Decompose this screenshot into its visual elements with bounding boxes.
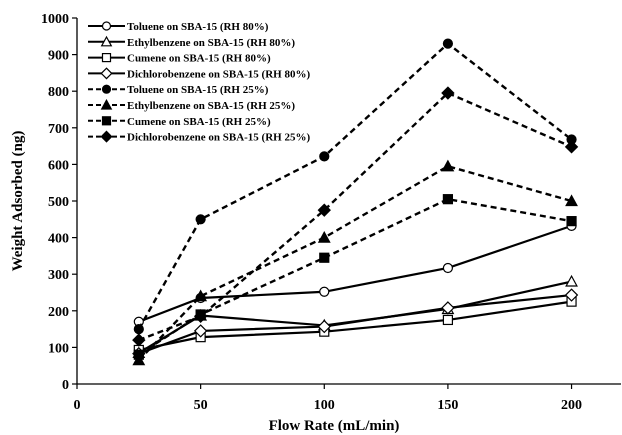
- series-line: [138, 91, 573, 342]
- legend-marker: [101, 84, 112, 94]
- data-point: [442, 314, 454, 326]
- data-point: [319, 286, 330, 297]
- x-tick-label: 100: [314, 398, 335, 413]
- y-tick-label: 700: [48, 122, 69, 137]
- legend-entry: Ethylbenzene on SBA-15 (RH 25%): [88, 98, 295, 112]
- data-point: [133, 324, 144, 335]
- data-point: [133, 349, 144, 360]
- y-tick-label: 300: [48, 268, 69, 283]
- axes-layer: 0 100 200 300 400 500 600 700 800 900 1000 0 50 100 15…: [41, 12, 621, 413]
- series-line: [138, 293, 572, 355]
- y-tick-label: 100: [48, 341, 69, 356]
- y-tick-label: 600: [48, 158, 69, 173]
- data-point: [317, 203, 331, 217]
- series-8: [132, 86, 579, 347]
- legend-marker: [100, 98, 113, 110]
- data-point: [194, 289, 208, 302]
- legend-label: Dichlorobenzene on SBA-15 (RH 25%): [127, 132, 310, 144]
- data-point: [564, 288, 579, 302]
- data-point: [564, 140, 579, 154]
- y-tick-label: 400: [48, 232, 69, 247]
- legend-label: Toluene on SBA-15 (RH 80%): [127, 21, 269, 33]
- data-point: [193, 309, 208, 323]
- data-point: [441, 301, 455, 315]
- y-tick-label: 800: [48, 85, 69, 100]
- legend-label: Ethylbenzene on SBA-15 (RH 25%): [127, 100, 295, 112]
- data-point: [132, 333, 146, 347]
- data-point: [319, 252, 330, 263]
- x-tick-label: 150: [437, 398, 458, 413]
- legend-entry: Ethylbenzene on SBA-15 (RH 80%): [88, 35, 295, 49]
- legend-label: Toluene on SBA-15 (RH 25%): [127, 84, 269, 96]
- series-5: [133, 38, 577, 335]
- legend-marker: [101, 21, 112, 31]
- legend-entry: Dichlorobenzene on SBA-15 (RH 80%): [88, 67, 310, 80]
- y-tick-label: 0: [62, 378, 69, 393]
- data-point: [441, 159, 455, 172]
- data-point: [319, 151, 330, 162]
- data-point: [442, 38, 454, 49]
- legend-label: Cumene on SBA-15 (RH 25%): [127, 116, 271, 128]
- y-tick-label: 900: [48, 49, 69, 64]
- legend-entry: Cumene on SBA-15 (RH 80%): [88, 53, 271, 65]
- data-point: [442, 262, 454, 274]
- data-point: [441, 86, 455, 100]
- legend-marker: [100, 130, 113, 143]
- y-tick-label: 1000: [41, 12, 69, 27]
- data-point: [442, 194, 454, 205]
- data-point: [566, 216, 577, 227]
- series-layer: [132, 38, 579, 366]
- legend: Toluene on SBA-15 (RH 80%) Ethylbenzene o…: [88, 21, 310, 144]
- x-tick-label: 0: [74, 398, 81, 413]
- x-tick-label: 200: [561, 398, 582, 413]
- legend-marker: [101, 52, 112, 63]
- data-point: [317, 230, 331, 243]
- data-point: [193, 324, 208, 338]
- data-point: [565, 274, 578, 287]
- x-tick-label: 50: [194, 398, 208, 413]
- series-line: [138, 224, 572, 323]
- legend-entry: Dichlorobenzene on SBA-15 (RH 25%): [88, 130, 310, 144]
- legend-entry: Cumene on SBA-15 (RH 25%): [88, 116, 271, 128]
- legend-entry: Toluene on SBA-15 (RH 25%): [88, 84, 269, 96]
- series-line: [138, 300, 572, 352]
- y-axis-title: Weight Adsorbed (ng): [10, 131, 26, 272]
- y-tick-label: 200: [48, 305, 69, 320]
- legend-marker: [100, 35, 113, 47]
- y-tick-label: 500: [48, 195, 69, 210]
- data-point: [317, 319, 331, 334]
- legend-label: Ethylbenzene on SBA-15 (RH 80%): [127, 37, 295, 49]
- data-point: [565, 194, 578, 207]
- data-point: [195, 214, 206, 225]
- legend-marker: [100, 67, 113, 80]
- legend-marker: [101, 116, 112, 126]
- legend-entry: Toluene on SBA-15 (RH 80%): [88, 21, 269, 33]
- x-axis-title: Flow Rate (mL/min): [269, 418, 400, 434]
- legend-label: Cumene on SBA-15 (RH 80%): [127, 53, 271, 65]
- legend-label: Dichlorobenzene on SBA-15 (RH 80%): [127, 68, 310, 80]
